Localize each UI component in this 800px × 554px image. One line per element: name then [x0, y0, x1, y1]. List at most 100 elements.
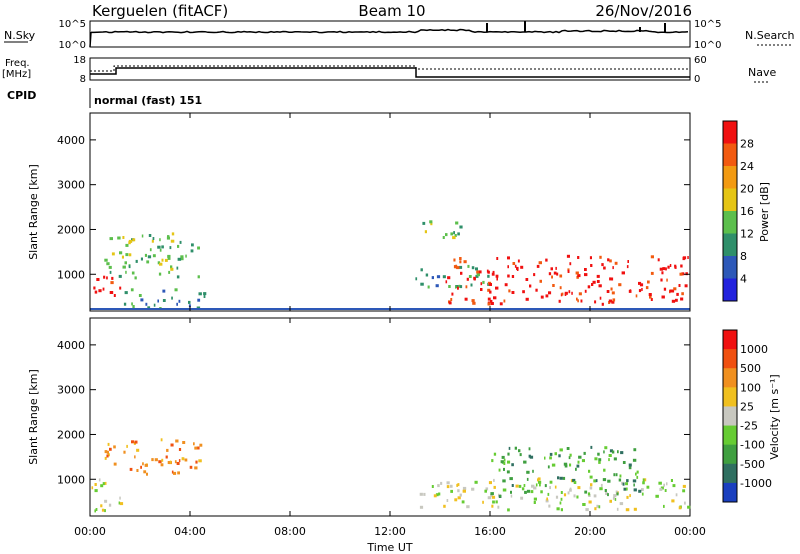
data-cell: [451, 292, 454, 296]
data-cell: [584, 289, 587, 293]
data-cell: [681, 272, 685, 276]
data-cell: [453, 231, 455, 235]
data-cell: [184, 458, 188, 462]
y-tick-label: 4000: [57, 339, 85, 352]
data-cell: [628, 463, 632, 467]
data-cell: [667, 265, 670, 269]
data-cell: [629, 289, 632, 293]
data-cell: [102, 287, 105, 291]
data-cell: [577, 299, 579, 303]
data-cell: [203, 292, 207, 296]
data-cell: [177, 257, 182, 261]
data-cell: [564, 464, 568, 468]
data-cell: [454, 234, 457, 237]
data-cell: [490, 302, 494, 305]
data-cell: [504, 283, 508, 287]
data-cell: [125, 243, 129, 247]
data-cell: [626, 495, 629, 499]
data-cell: [123, 302, 127, 306]
data-cell: [635, 472, 637, 476]
data-cell: [544, 484, 547, 488]
data-cell: [684, 284, 688, 288]
data-cell: [491, 504, 494, 508]
data-cell: [496, 277, 498, 281]
data-cell: [94, 483, 97, 486]
data-cell: [170, 239, 175, 243]
data-cell: [607, 493, 609, 497]
data-cell: [616, 492, 619, 496]
data-cell: [569, 488, 572, 492]
data-cell: [108, 503, 112, 507]
data-cell: [633, 488, 637, 492]
colorbar-segment: [723, 463, 737, 484]
data-cell: [621, 271, 625, 275]
colorbar-tick-label: 24: [740, 160, 754, 173]
data-cell: [125, 253, 129, 257]
data-cell: [487, 274, 490, 278]
data-cell: [559, 476, 563, 480]
y-tick-label: 2000: [57, 223, 85, 236]
data-cell: [176, 462, 180, 465]
data-cell: [523, 484, 526, 487]
data-cell: [119, 251, 123, 255]
data-cell: [619, 502, 624, 506]
data-cell: [626, 479, 629, 483]
data-cell: [662, 267, 666, 271]
x-tick-label: 00:00: [74, 525, 106, 538]
data-cell: [131, 302, 133, 306]
data-cell: [665, 267, 667, 271]
data-cell: [167, 256, 171, 260]
colorbar-segment: [723, 368, 737, 388]
data-cell: [98, 289, 102, 293]
data-cell: [138, 294, 142, 297]
data-cell: [161, 245, 164, 249]
data-cell: [552, 284, 555, 287]
data-cell: [539, 483, 541, 487]
data-cell: [515, 484, 519, 488]
data-cell: [431, 276, 434, 280]
data-cell: [135, 259, 138, 263]
data-cell: [591, 283, 594, 286]
colorbar-frame: [722, 120, 738, 302]
data-cell: [130, 288, 134, 292]
data-cell: [681, 292, 684, 296]
colorbar-tick-label: 16: [740, 205, 754, 218]
data-cell: [151, 458, 154, 462]
data-region: [422, 220, 463, 240]
data-cell: [578, 292, 582, 296]
data-cell: [622, 461, 626, 464]
x-tick-label: 08:00: [274, 525, 306, 538]
data-cell: [590, 445, 593, 449]
data-cell: [588, 469, 591, 473]
power-plot-frame: [89, 112, 691, 312]
data-cell: [588, 494, 591, 497]
data-cell: [529, 455, 534, 459]
data-cell: [511, 291, 515, 294]
data-cell: [612, 298, 616, 302]
data-cell: [470, 283, 473, 287]
data-cell: [680, 264, 683, 268]
data-cell: [140, 465, 142, 469]
data-cell: [457, 489, 460, 493]
data-cell: [623, 487, 627, 491]
data-cell: [676, 292, 679, 296]
data-cell: [468, 275, 472, 278]
data-cell: [495, 274, 499, 278]
data-cell: [646, 485, 650, 489]
colorbar-tick-label: 500: [740, 362, 761, 375]
data-cell: [663, 483, 665, 487]
data-cell: [525, 278, 529, 281]
data-cell: [550, 267, 553, 271]
data-cell: [560, 497, 563, 501]
data-cell: [632, 458, 637, 462]
data-cell: [607, 479, 611, 483]
data-cell: [106, 454, 109, 458]
data-cell: [182, 441, 186, 444]
data-cell: [185, 254, 187, 258]
data-cell: [475, 267, 478, 271]
data-cell: [567, 491, 570, 495]
data-cell: [159, 238, 161, 242]
colorbar-segment: [723, 233, 737, 257]
x-tick-label: 00:00: [674, 525, 706, 538]
data-cell: [558, 454, 561, 458]
